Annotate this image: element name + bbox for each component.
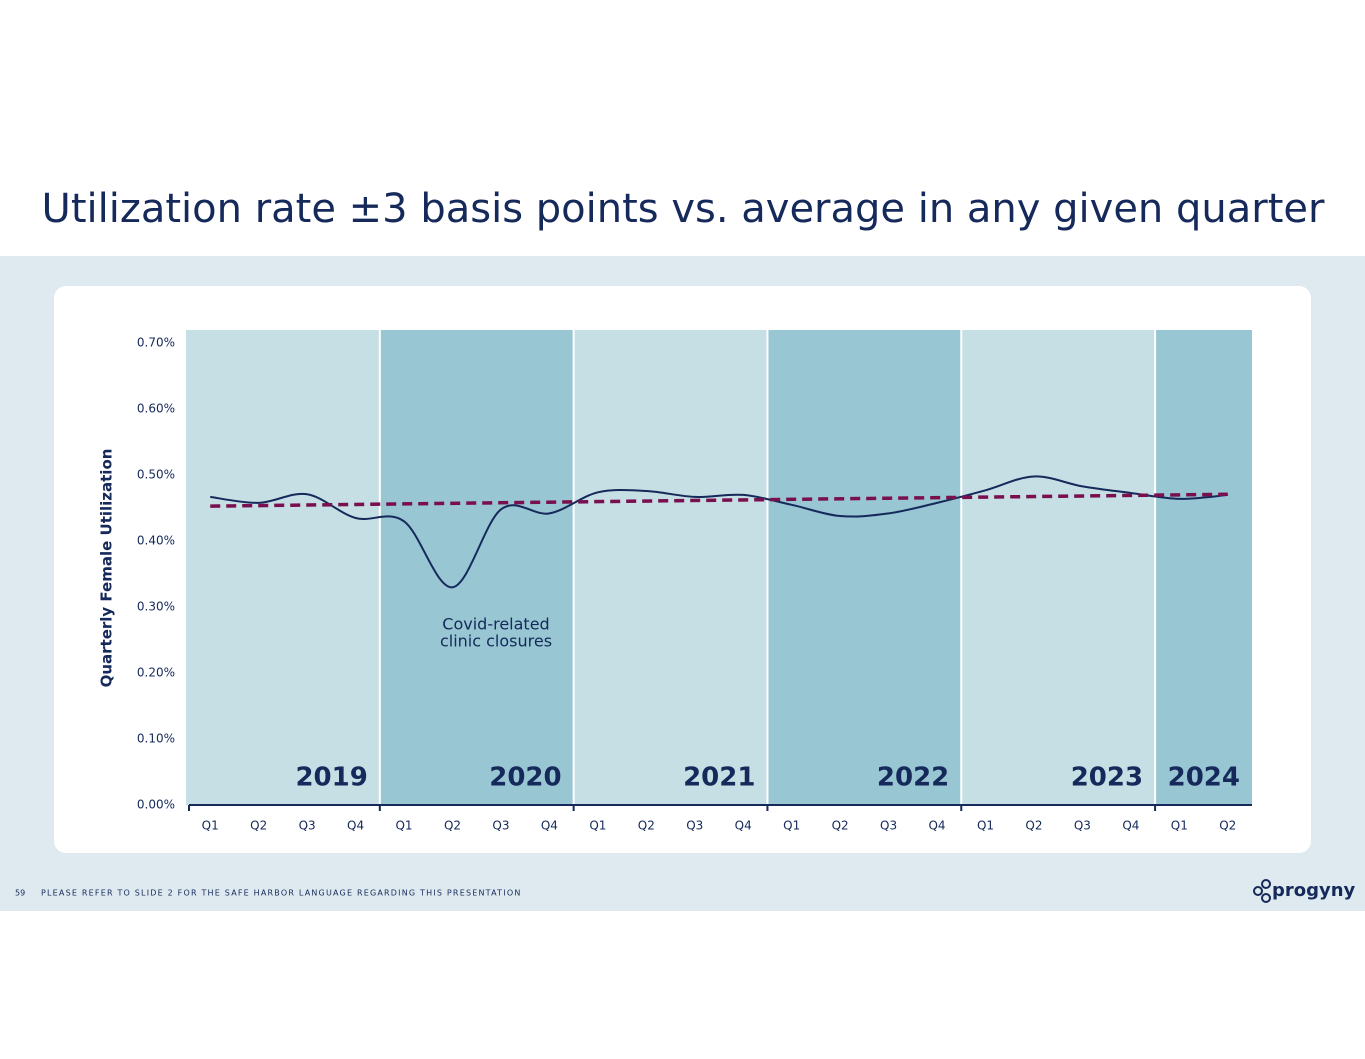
x-tick-label: Q1: [395, 819, 412, 833]
x-tick-label: Q3: [880, 819, 897, 833]
year-label: 2024: [1168, 763, 1240, 793]
year-band: [961, 330, 1156, 805]
x-tick-label: Q1: [1171, 819, 1188, 833]
x-tick-label: Q2: [638, 819, 655, 833]
disclaimer: PLEASE REFER TO SLIDE 2 FOR THE SAFE HAR…: [41, 889, 522, 898]
logo: progyny: [1253, 879, 1356, 903]
logo-icon: [1253, 886, 1263, 896]
logo-icon: [1261, 879, 1271, 889]
x-tick-label: Q4: [541, 819, 558, 833]
x-tick-label: Q4: [347, 819, 364, 833]
x-tick-label: Q4: [928, 819, 945, 833]
x-tick-label: Q1: [202, 819, 219, 833]
y-axis-label: Quarterly Female Utilization: [98, 449, 116, 688]
y-tick-label: 0.60%: [137, 402, 175, 416]
x-tick-label: Q2: [250, 819, 267, 833]
x-tick-label: Q3: [492, 819, 509, 833]
x-tick-label: Q2: [1025, 819, 1042, 833]
logo-icon: [1261, 893, 1271, 903]
x-tick-label: Q3: [1074, 819, 1091, 833]
year-band: [379, 330, 574, 805]
x-tick-label: Q2: [444, 819, 461, 833]
y-tick-label: 0.20%: [137, 666, 175, 680]
y-tick-label: 0.00%: [137, 798, 175, 812]
annotation: Covid-related: [442, 615, 549, 634]
y-tick-label: 0.50%: [137, 468, 175, 482]
y-tick-label: 0.40%: [137, 534, 175, 548]
annotation: clinic closures: [440, 632, 552, 651]
y-tick-label: 0.30%: [137, 600, 175, 614]
y-tick-label: 0.70%: [137, 336, 175, 350]
page-number: 59: [15, 889, 25, 898]
x-tick-label: Q3: [299, 819, 316, 833]
logo-text: progyny: [1272, 880, 1356, 901]
slide-title: Utilization rate ±3 basis points vs. ave…: [42, 186, 1325, 232]
year-label: 2020: [489, 763, 561, 793]
x-tick-label: Q2: [832, 819, 849, 833]
trend-line: [210, 492, 1228, 508]
x-tick-label: Q3: [686, 819, 703, 833]
year-label: 2021: [683, 763, 755, 793]
x-tick-label: Q4: [1122, 819, 1139, 833]
year-band: [1155, 330, 1252, 805]
x-tick-label: Q1: [977, 819, 994, 833]
year-label: 2023: [1071, 763, 1143, 793]
x-tick-label: Q1: [783, 819, 800, 833]
x-tick-label: Q1: [589, 819, 606, 833]
y-tick-label: 0.10%: [137, 732, 175, 746]
x-tick-label: Q2: [1219, 819, 1236, 833]
year-band: [767, 330, 962, 805]
year-label: 2022: [877, 763, 949, 793]
year-band: [186, 330, 380, 805]
chart: 2019 2020 2021 2022 2023 2024 0.00% 0.10% 0.20% 0…: [137, 330, 1252, 833]
year-band: [573, 330, 768, 805]
data-line: [210, 475, 1228, 589]
year-label: 2019: [295, 763, 367, 793]
x-tick-label: Q4: [735, 819, 752, 833]
